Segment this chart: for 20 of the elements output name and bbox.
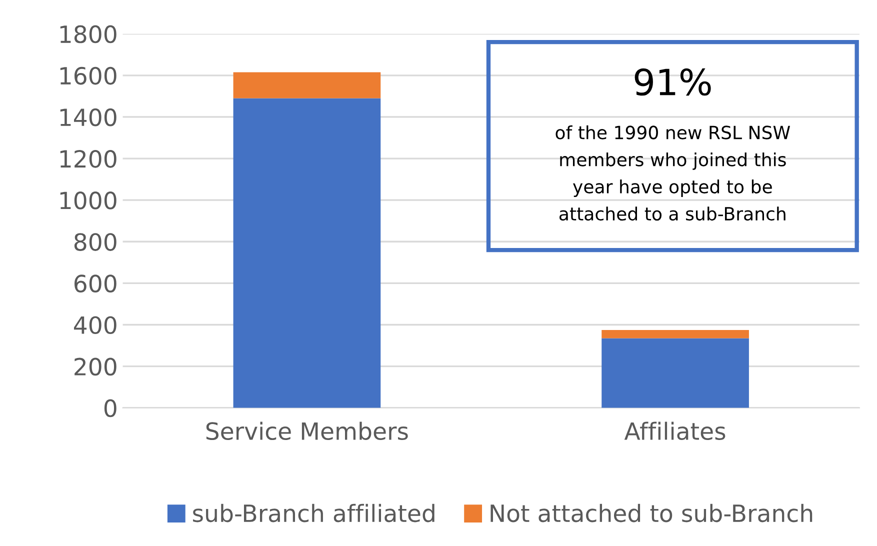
y-tick-label: 1800 xyxy=(60,25,116,44)
legend-label: sub-Branch affiliated xyxy=(193,504,434,522)
annotation: of the 1990 new RSL NSW members who joined this year have opted to be attached to a sub-Branch xyxy=(556,125,790,221)
y-tick-label: 1600 xyxy=(60,66,116,85)
legend-label: Not attached to sub-Branch xyxy=(490,504,812,522)
y-tick-label: 200 xyxy=(74,358,116,376)
y-tick-label: 1000 xyxy=(60,192,116,210)
y-tick-label: 400 xyxy=(74,316,116,334)
annotation: 91% xyxy=(634,68,711,96)
bar xyxy=(233,72,381,98)
y-tick-label: 600 xyxy=(74,274,116,292)
x-tick-label: Service Members xyxy=(206,422,408,440)
y-tick-label: 800 xyxy=(74,233,116,251)
bar xyxy=(233,98,381,408)
y-tick-label: 1200 xyxy=(60,150,116,168)
bar xyxy=(602,338,749,408)
y-tick-label: 1400 xyxy=(60,108,116,126)
bar xyxy=(602,330,749,338)
x-tick-label: Affiliates xyxy=(624,422,726,440)
y-tick-label: 0 xyxy=(104,399,116,418)
